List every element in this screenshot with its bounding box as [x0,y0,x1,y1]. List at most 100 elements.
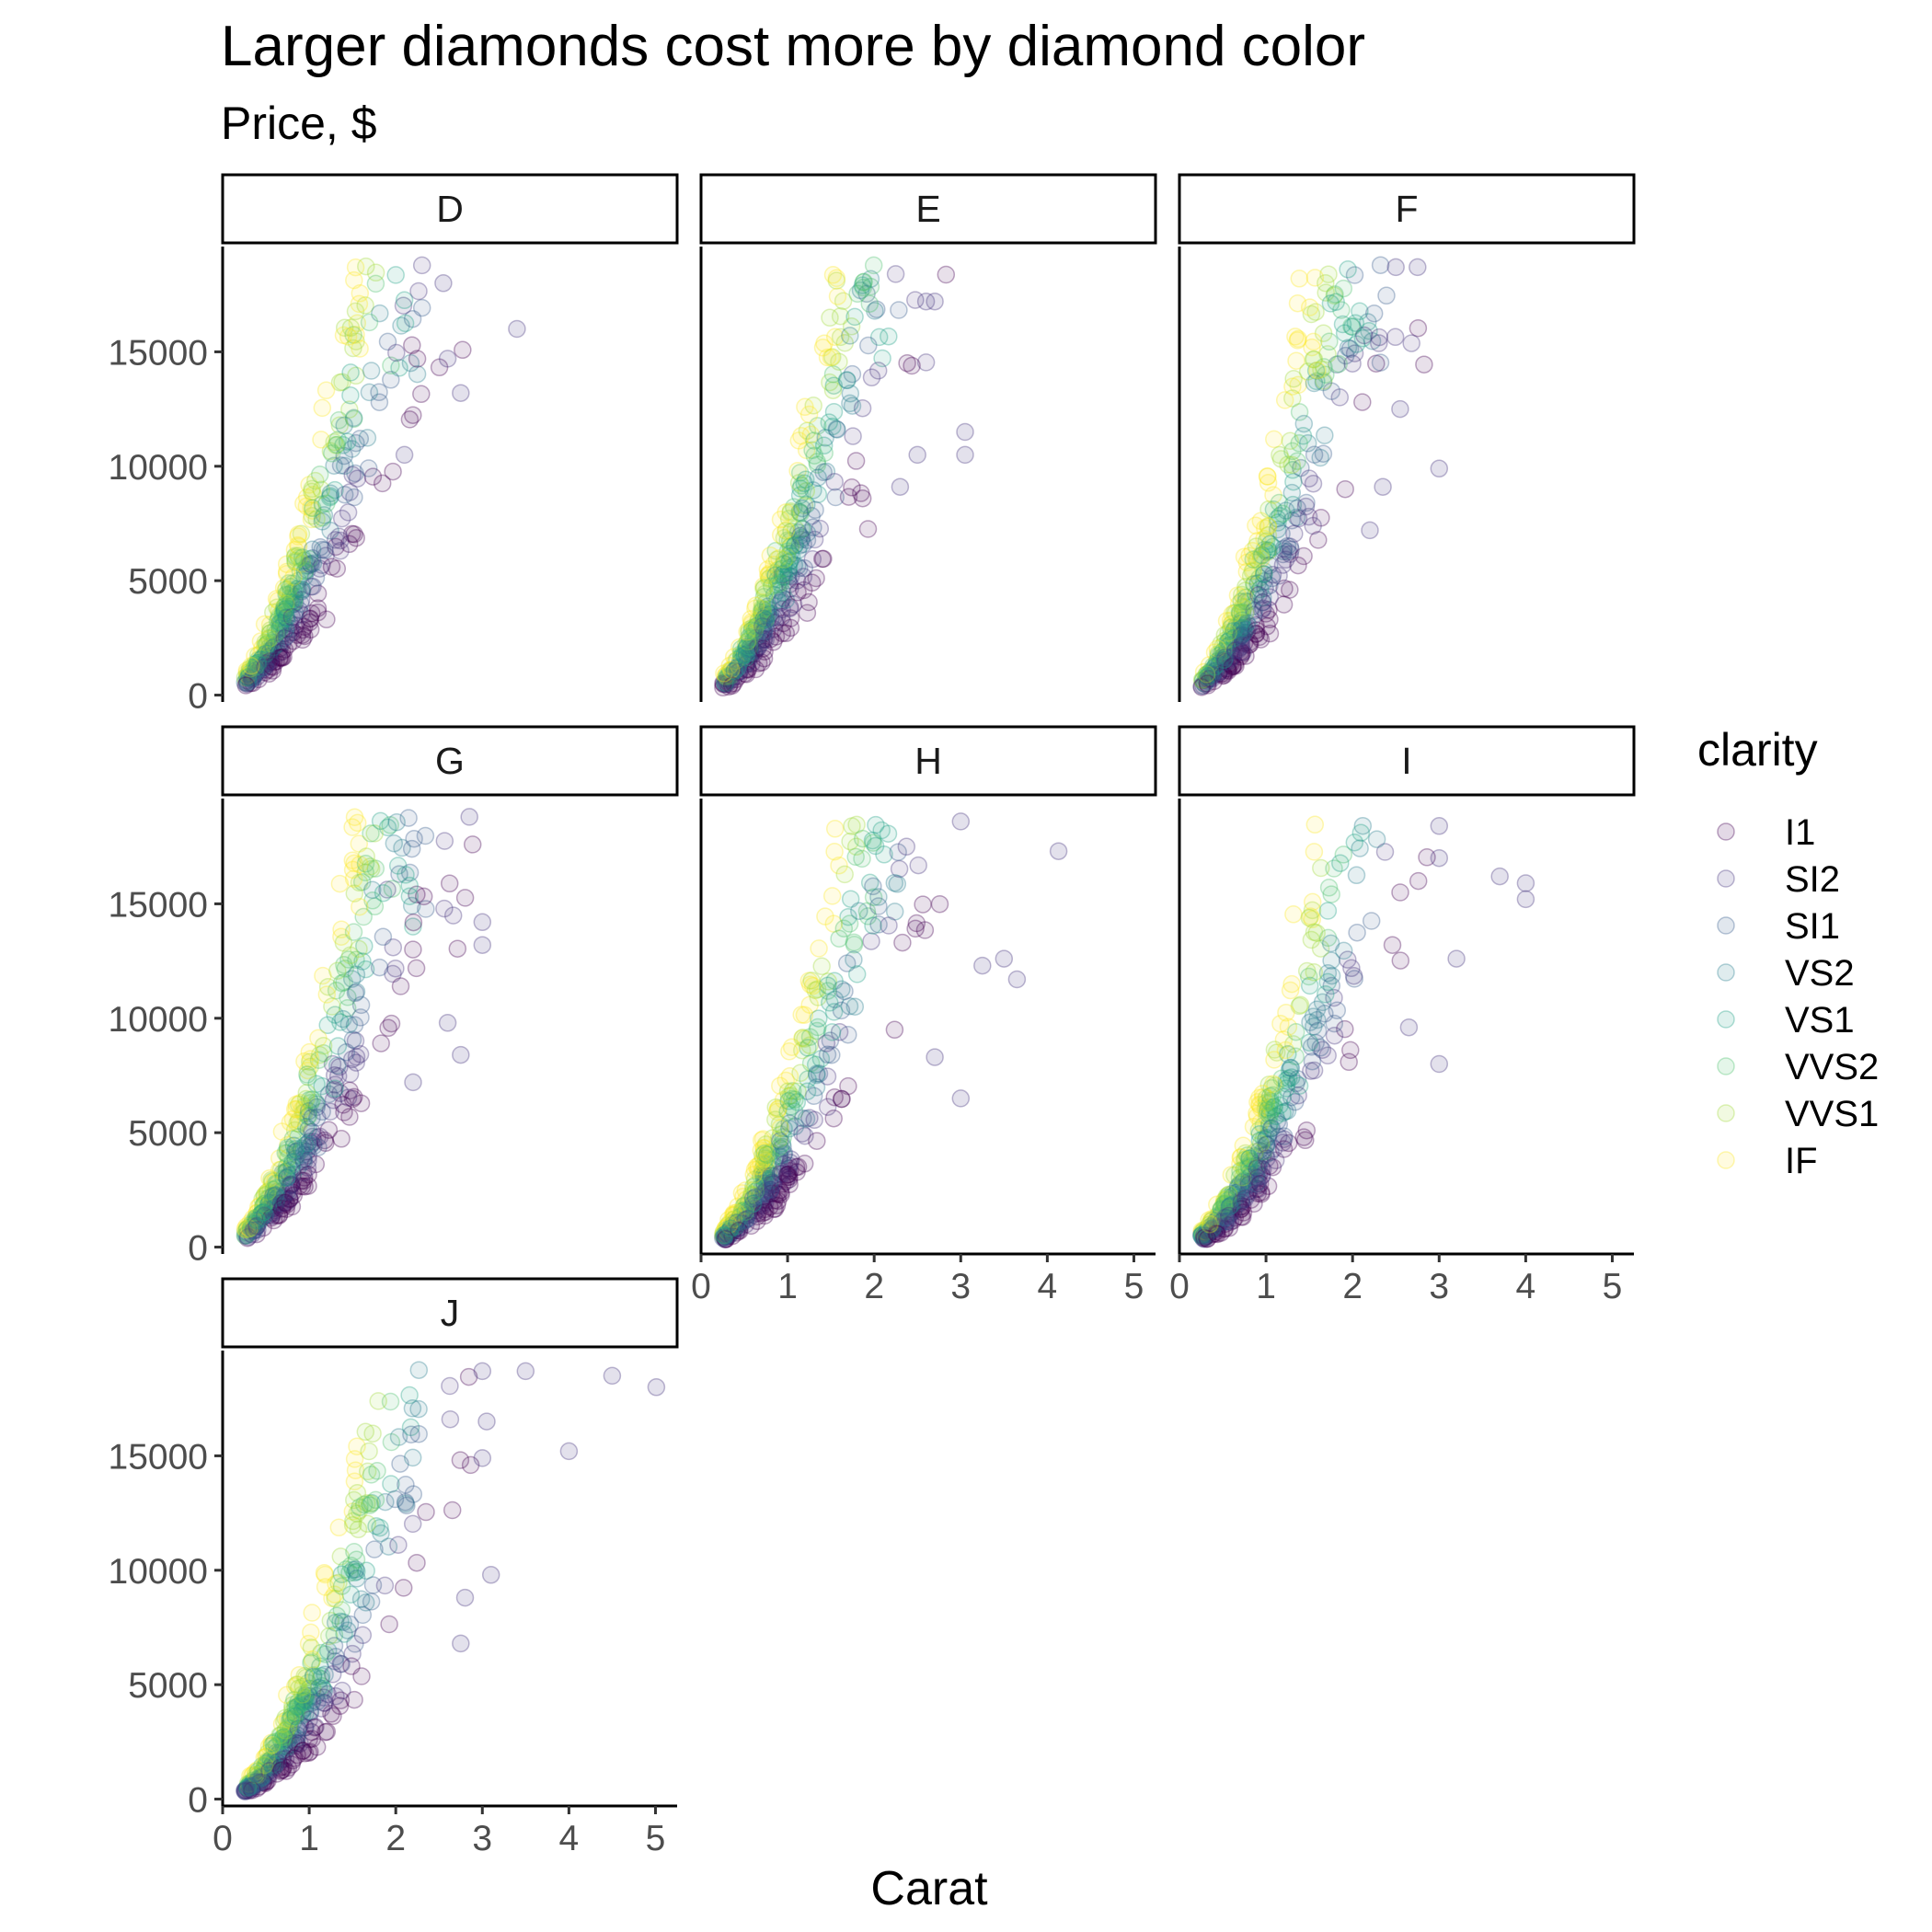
data-point [1322,951,1340,970]
data-point [282,1176,301,1194]
data-point [1296,1131,1315,1150]
data-point [1304,1007,1323,1026]
data-point [1222,1196,1241,1214]
data-point [289,1696,308,1716]
data-point [403,1399,422,1418]
data-point [1212,1200,1231,1218]
data-point [1252,1167,1271,1186]
data-point [862,932,880,950]
data-point [237,1779,257,1799]
data-point [287,580,305,598]
data-point [347,1550,366,1569]
legend-key-vvs2 [1717,1057,1735,1075]
data-point [841,384,860,403]
data-point [387,812,406,832]
data-point [246,1217,265,1236]
data-point [1261,1143,1280,1162]
data-point [347,950,365,970]
data-point [1244,550,1263,569]
data-point [262,1733,281,1752]
data-point [255,1187,273,1206]
data-point [1236,588,1256,607]
data-point [814,549,833,569]
data-point [362,1494,381,1512]
data-point [280,1736,299,1755]
data-point [781,609,800,627]
data-point [248,1762,268,1781]
data-point [266,1756,284,1775]
data-point [754,1166,774,1185]
data-point [721,1219,741,1237]
data-point [261,621,280,639]
data-point [1231,627,1249,645]
data-point [1231,648,1250,666]
data-point [737,655,756,673]
data-point [264,1185,283,1203]
data-point [259,634,278,652]
data-point [286,1736,305,1755]
data-point [903,356,921,375]
data-point [736,1190,755,1209]
data-point [1201,1214,1220,1234]
data-point [1255,540,1274,559]
data-point [1298,362,1317,381]
data-point [810,1009,828,1028]
data-point [293,1706,312,1725]
data-point [776,624,796,643]
data-point [1281,545,1299,564]
data-point [869,328,889,347]
data-point [402,839,421,858]
data-point [799,1070,817,1088]
data-point [720,1222,739,1240]
data-point [1262,1119,1282,1138]
data-point [1237,623,1257,642]
data-point [268,1175,287,1193]
data-point [339,950,358,969]
data-point [745,1196,765,1215]
data-point [1236,620,1255,639]
data-point [294,494,313,513]
data-point [1260,576,1279,595]
data-point [737,652,756,671]
data-point [270,613,290,632]
data-point [793,1041,811,1060]
data-point [723,1205,742,1225]
data-point [347,326,365,344]
data-point [254,1202,273,1222]
data-point [1264,1075,1282,1094]
data-point-outlier [1516,890,1535,909]
data-point [1386,328,1405,347]
data-point [279,635,298,654]
data-point [339,503,358,522]
data-point [1213,637,1232,655]
data-point [247,1216,267,1236]
data-point [753,1178,772,1197]
legend-title: clarity [1697,724,1818,776]
data-point [766,566,785,585]
data-point [262,1737,281,1755]
data-point [796,1126,814,1145]
data-point [242,657,260,675]
data-point [776,1172,796,1190]
data-point [771,510,790,529]
data-point [267,652,285,671]
data-point [1232,614,1251,632]
data-point [263,1757,282,1776]
data-point [242,1776,260,1795]
data-point [259,644,279,663]
chart-title: Larger diamonds cost more by diamond col… [221,15,1366,78]
data-point [260,1206,279,1225]
data-point [1289,509,1308,528]
data-point [304,486,323,504]
data-point [238,668,257,686]
y-tick-label: 0 [188,1781,208,1821]
data-point [1226,604,1246,623]
x-tick-label: 1 [1256,1267,1276,1306]
data-point [282,1175,301,1194]
data-point [1235,624,1253,642]
data-point [277,564,296,583]
data-point [809,485,828,504]
data-point [310,559,329,578]
data-point [389,1535,408,1554]
data-point-outlier [956,445,974,465]
